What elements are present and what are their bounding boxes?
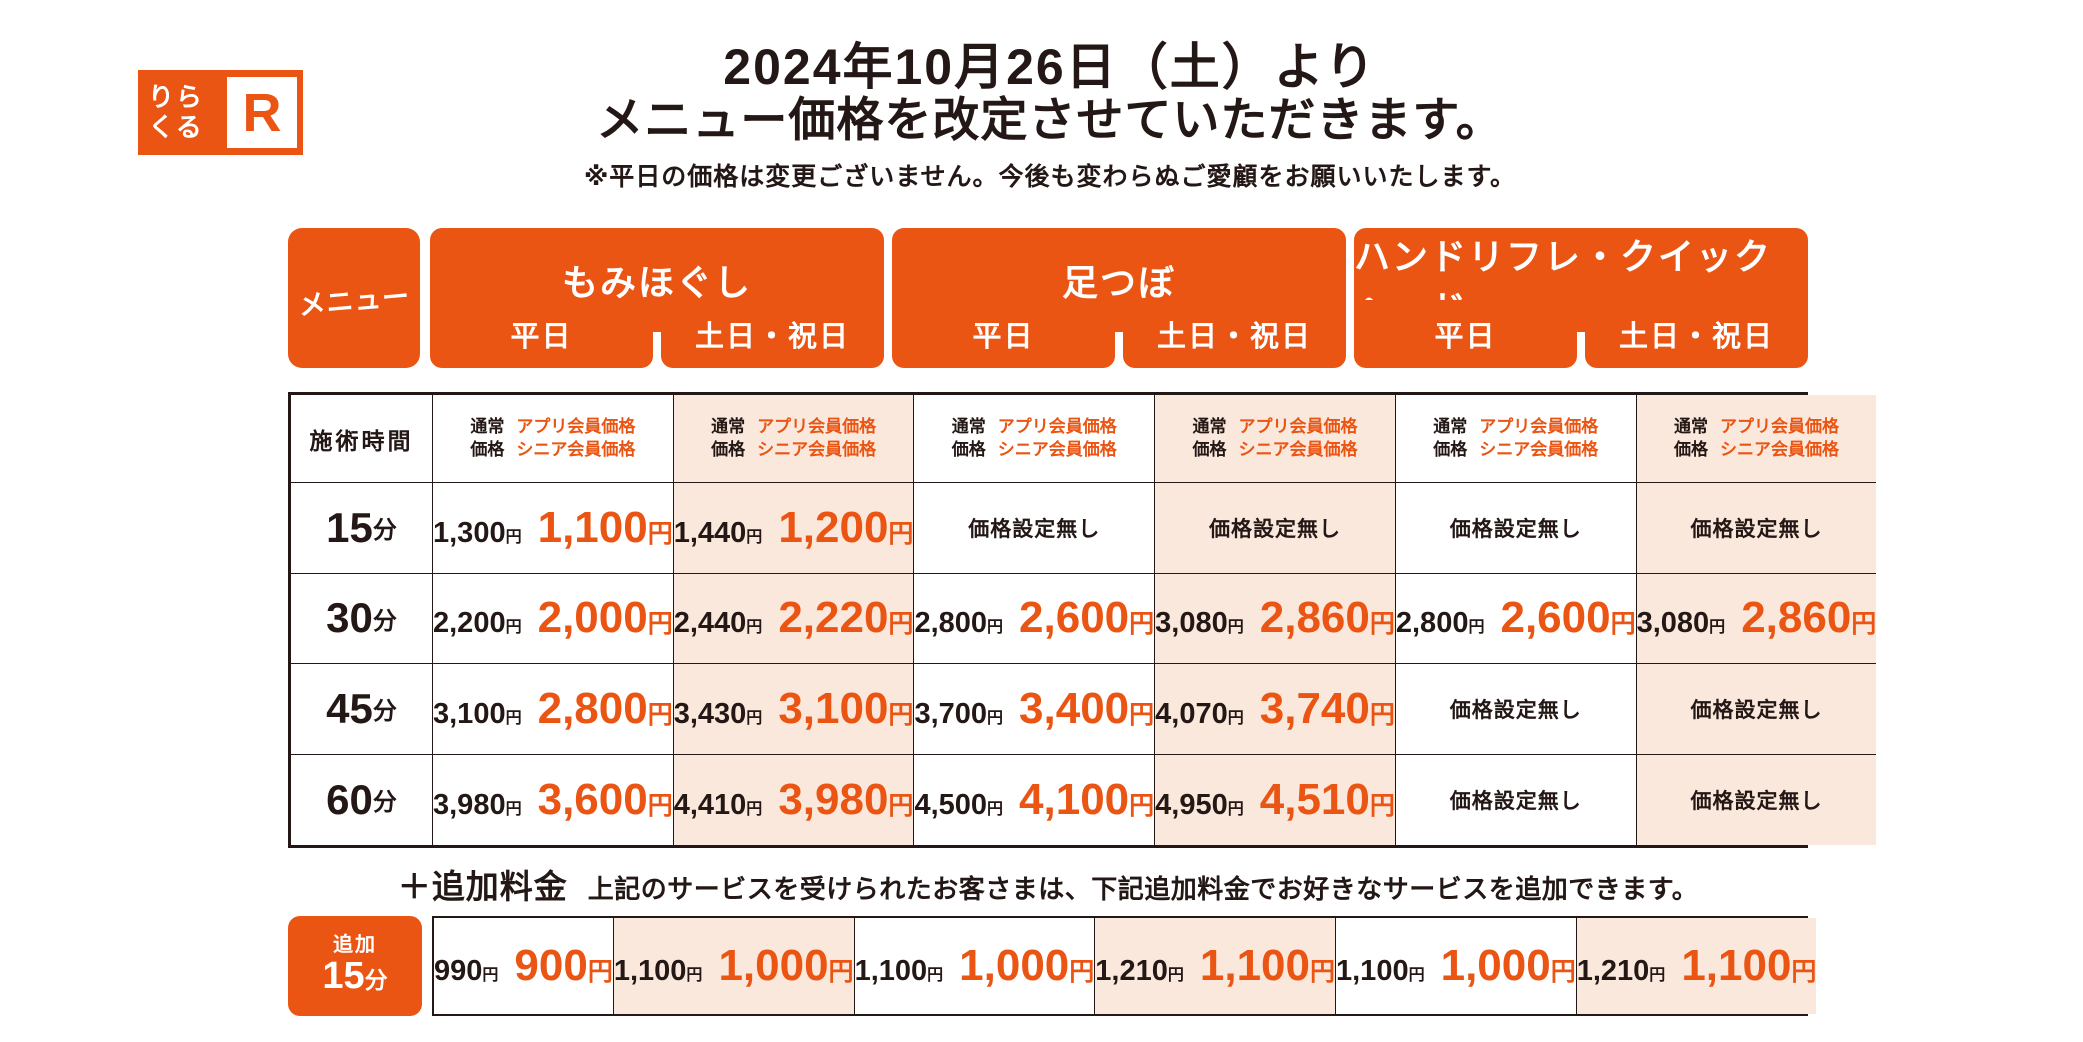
price-header-hand-weekend: 通常 価格 アプリ会員価格 シニア会員価格 — [1636, 395, 1877, 483]
cell-15min-ashitsubo-weekend: 価格設定無し — [1155, 483, 1396, 574]
menu-corner-header: メニュー — [288, 228, 420, 368]
addon-price-table: 990円 900円 1,100円 1,000円 1,100円 1,000円 1,… — [432, 916, 1817, 1016]
cell-60min-ashitsubo-weekday: 4,500円 4,100円 — [914, 754, 1156, 845]
member-price-label: アプリ会員価格 シニア会員価格 — [516, 417, 636, 459]
cell-60min-ashitsubo-weekend: 4,950円 4,510円 — [1155, 754, 1396, 845]
cell-15min-hand-weekend: 価格設定無し — [1636, 483, 1877, 574]
time-cell-45min: 45 分 — [291, 664, 433, 755]
price-table: 施術時間 通常 価格 アプリ会員価格 シニア会員価格 通常 価格 アプリ会員価格 シニア… — [288, 392, 1877, 848]
addon-heading-title: ＋追加料金 — [397, 868, 568, 905]
time-header-cell: 施術時間 — [291, 395, 433, 483]
normal-price-label: 通常 価格 — [1433, 417, 1468, 459]
day-header-momi-weekday: 平日 — [430, 300, 653, 368]
day-header-momi-weekend: 土日・祝日 — [661, 300, 884, 368]
cell-15min-ashitsubo-weekday: 価格設定無し — [914, 483, 1156, 574]
price-header-hand-weekday: 通常 価格 アプリ会員価格 シニア会員価格 — [1395, 395, 1637, 483]
cell-45min-momi-weekend: 3,430円 3,100円 — [673, 664, 915, 755]
day-header-row: 平日 土日・祝日 平日 土日・祝日 平日 土日・祝日 — [430, 300, 1808, 368]
price-header-momi-weekday: 通常 価格 アプリ会員価格 シニア会員価格 — [433, 395, 674, 483]
day-header-ashitsubo-weekend: 土日・祝日 — [1123, 300, 1346, 368]
normal-price-label: 通常 価格 — [1192, 417, 1227, 459]
member-price-label: アプリ会員価格 シニア会員価格 — [1479, 417, 1599, 459]
cell-30min-momi-weekday: 2,200円 2,000円 — [433, 573, 674, 664]
member-price-label: アプリ会員価格 シニア会員価格 — [997, 417, 1117, 459]
cell-45min-momi-weekday: 3,100円 2,800円 — [433, 664, 674, 755]
addon-heading: ＋追加料金 上記のサービスを受けられたお客さまは、下記追加料金でお好きなサービスを… — [288, 860, 1808, 908]
cell-30min-ashitsubo-weekday: 2,800円 2,600円 — [914, 573, 1156, 664]
cell-30min-hand-weekday: 2,800円 2,600円 — [1395, 573, 1637, 664]
logo-text-top: りら — [148, 81, 205, 112]
time-cell-30min: 30 分 — [291, 573, 433, 664]
logo-wordmark: りら くる — [148, 81, 205, 143]
cell-30min-ashitsubo-weekend: 3,080円 2,860円 — [1155, 573, 1396, 664]
normal-price-label: 通常 価格 — [470, 417, 505, 459]
title-note: ※平日の価格は変更ございません。今後も変わらぬご愛顧をお願いいたします。 — [583, 162, 1517, 191]
member-price-label: アプリ会員価格 シニア会員価格 — [1238, 417, 1358, 459]
cell-45min-hand-weekend: 価格設定無し — [1636, 664, 1877, 755]
title-date-line: 2024年10月26日（土）より — [723, 39, 1377, 95]
normal-price-label: 通常 価格 — [1673, 417, 1708, 459]
addon-heading-description: 上記のサービスを受けられたお客さまは、下記追加料金でお好きなサービスを追加できま… — [587, 874, 1699, 904]
cell-15min-momi-weekend: 1,440円 1,200円 — [673, 483, 915, 574]
price-header-momi-weekend: 通常 価格 アプリ会員価格 シニア会員価格 — [673, 395, 915, 483]
addon-cell-hand-weekday: 1,100円 1,000円 — [1336, 918, 1577, 1014]
day-header-hand-weekend: 土日・祝日 — [1585, 300, 1808, 368]
cell-15min-momi-weekday: 1,300円 1,100円 — [433, 483, 674, 574]
service-group-header-row: もみほぐし 足つぼ ハンドリフレ・クイックヘッド — [430, 228, 1808, 332]
cell-45min-ashitsubo-weekend: 4,070円 3,740円 — [1155, 664, 1396, 755]
cell-45min-hand-weekday: 価格設定無し — [1395, 664, 1637, 755]
rirakuru-logo: りら くる R — [138, 70, 303, 155]
cell-60min-momi-weekday: 3,980円 3,600円 — [433, 754, 674, 845]
cell-15min-hand-weekday: 価格設定無し — [1395, 483, 1637, 574]
cell-45min-ashitsubo-weekday: 3,700円 3,400円 — [914, 664, 1156, 755]
normal-price-label: 通常 価格 — [711, 417, 746, 459]
cell-60min-momi-weekend: 4,410円 3,980円 — [673, 754, 915, 845]
menu-corner-label: メニュー — [297, 280, 412, 321]
time-cell-15min: 15 分 — [291, 483, 433, 574]
price-header-ashitsubo-weekday: 通常 価格 アプリ会員価格 シニア会員価格 — [914, 395, 1156, 483]
day-header-ashitsubo-weekday: 平日 — [892, 300, 1115, 368]
title-main-line: メニュー価格を改定させていただきます。 — [596, 93, 1504, 146]
cell-60min-hand-weekend: 価格設定無し — [1636, 754, 1877, 845]
logo-r-mark-icon: R — [227, 77, 297, 148]
addon-cell-ashitsubo-weekend: 1,210円 1,100円 — [1095, 918, 1336, 1014]
addon-cell-momi-weekday: 990円 900円 — [434, 918, 614, 1014]
day-header-hand-weekday: 平日 — [1354, 300, 1577, 368]
page-title: 2024年10月26日（土）より メニュー価格を改定させていただきます。 ※平日… — [300, 40, 1800, 193]
cell-30min-momi-weekend: 2,440円 2,220円 — [673, 573, 915, 664]
addon-cell-ashitsubo-weekday: 1,100円 1,000円 — [854, 918, 1096, 1014]
time-cell-60min: 60 分 — [291, 754, 433, 845]
member-price-label: アプリ会員価格 シニア会員価格 — [757, 417, 877, 459]
normal-price-label: 通常 価格 — [951, 417, 986, 459]
cell-60min-hand-weekday: 価格設定無し — [1395, 754, 1637, 845]
price-header-ashitsubo-weekend: 通常 価格 アプリ会員価格 シニア会員価格 — [1155, 395, 1396, 483]
logo-text-bottom: くる — [148, 111, 204, 142]
cell-30min-hand-weekend: 3,080円 2,860円 — [1636, 573, 1877, 664]
addon-cell-momi-weekend: 1,100円 1,000円 — [613, 918, 855, 1014]
member-price-label: アプリ会員価格 シニア会員価格 — [1719, 417, 1839, 459]
addon-cell-hand-weekend: 1,210円 1,100円 — [1576, 918, 1817, 1014]
addon-15min-badge: 追加 15分 — [288, 916, 422, 1016]
